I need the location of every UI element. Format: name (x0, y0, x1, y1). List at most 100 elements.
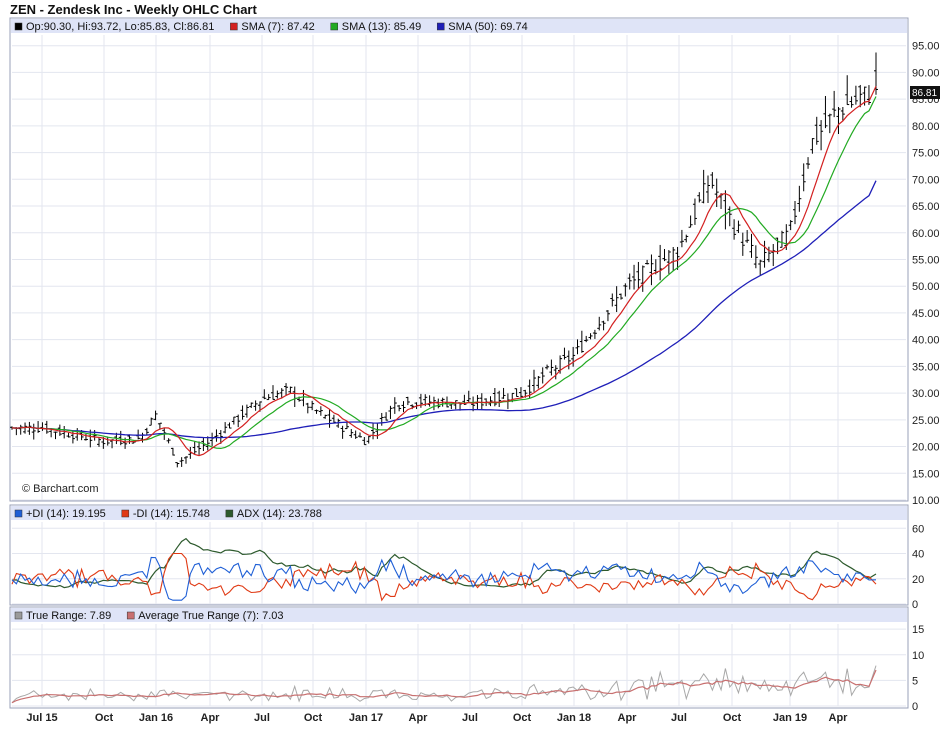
legend-label: True Range: 7.89 (26, 610, 111, 622)
ohlc-bar (318, 406, 323, 416)
sma-50-line (11, 180, 877, 439)
y-tick-label: 20 (912, 574, 924, 586)
ohlc-bar (175, 462, 180, 468)
ohlc-bar (197, 441, 202, 455)
ohlc-bar (853, 85, 858, 105)
watermark: © Barchart.com (22, 483, 99, 495)
x-tick-label: Jan 19 (773, 712, 807, 724)
ohlc-bar (379, 412, 384, 426)
ohlc-bar (214, 429, 219, 442)
price-y-axis: 10.00 15.00 20.00 25.00 30.00 35.00 40.00 45.00… (912, 41, 940, 507)
sma-7-line (11, 85, 877, 457)
ohlc-bar (288, 386, 293, 394)
ohlc-bar (579, 330, 584, 353)
ohlc-bar (101, 437, 106, 449)
ohlc-bar (532, 369, 536, 392)
x-tick-label: Apr (409, 712, 429, 724)
legend-label: SMA (50): 69.74 (448, 21, 528, 33)
y-tick-label: 0 (912, 701, 918, 713)
ohlc-bar (836, 106, 841, 134)
ohlc-bar (619, 293, 623, 300)
ohlc-bar (349, 429, 354, 438)
x-tick-label: Apr (201, 712, 221, 724)
legend-label: Op:90.30, Hi:93.72, Lo:85.83, Cl:86.81 (26, 21, 214, 33)
ohlc-bar (675, 246, 680, 270)
ohlc-bar (614, 286, 619, 313)
ohlc-bar (636, 261, 641, 290)
ohlc-bar (53, 431, 58, 440)
legend-label: SMA (13): 85.49 (342, 21, 422, 33)
ohlc-bar (640, 265, 645, 292)
ohlc-bar (806, 157, 811, 169)
ohlc-bar (605, 310, 610, 322)
y-tick-label: 20.00 (912, 442, 940, 454)
ohlc-bar (323, 414, 328, 419)
ohlc-bar (566, 350, 571, 370)
ohlc-bar (662, 248, 667, 262)
legend-label: Average True Range (7): 7.03 (138, 610, 283, 622)
price-legend: Op:90.30, Hi:93.72, Lo:85.83, Cl:86.81 SM… (14, 21, 528, 33)
ohlc-bar (779, 230, 784, 248)
ohlc-bar (223, 422, 228, 434)
ohlc-bar (314, 409, 319, 414)
ohlc-bar (575, 339, 580, 355)
ohlc-bar (727, 206, 732, 227)
ohlc-bar (732, 219, 737, 240)
ohlc-bar (244, 404, 249, 418)
ohlc-bar (405, 396, 410, 406)
y-tick-label: 70.00 (912, 174, 940, 186)
ohlc-bar (353, 430, 358, 439)
ohlc-bar (688, 215, 693, 228)
ohlc-bar (762, 240, 767, 268)
ohlc-bar (227, 422, 232, 429)
ohlc-bar (253, 400, 258, 411)
y-tick-label: 5 (912, 675, 918, 687)
y-tick-label: 30.00 (912, 388, 940, 400)
x-tick-label: Jan 17 (349, 712, 383, 724)
ohlc-bar (271, 385, 275, 400)
x-tick-label: Jan 18 (557, 712, 591, 724)
ohlc-bars (10, 52, 878, 468)
legend-swatch (14, 509, 23, 518)
y-tick-label: 65.00 (912, 201, 940, 213)
ohlc-bar (249, 402, 254, 408)
ohlc-bar (27, 421, 32, 435)
ohlc-bar (453, 400, 458, 410)
ohlc-bar (205, 436, 210, 451)
ohlc-bar (231, 416, 236, 425)
x-tick-label: Jul (254, 712, 270, 724)
x-tick-label: Jul 15 (26, 712, 57, 724)
ohlc-bar (736, 220, 741, 233)
x-tick-label: Apr (829, 712, 849, 724)
ohlc-bar (514, 388, 519, 397)
y-tick-label: 75.00 (912, 148, 940, 160)
legend-swatch (230, 22, 238, 31)
ohlc-bar (240, 405, 245, 420)
legend-swatch (126, 611, 135, 620)
ohlc-bar (697, 192, 702, 203)
x-tick-label: Apr (618, 712, 638, 724)
ohlc-bar (601, 320, 606, 331)
sma-13-line (11, 96, 877, 450)
y-tick-label: 60.00 (912, 228, 940, 240)
x-tick-label: Jan 16 (139, 712, 173, 724)
y-tick-label: 45.00 (912, 308, 940, 320)
y-tick-label: 95.00 (912, 41, 940, 53)
x-tick-label: Jul (671, 712, 687, 724)
x-tick-label: Jul (462, 712, 478, 724)
ohlc-bar (384, 412, 389, 421)
ohlc-bar (788, 220, 793, 231)
ohlc-bar (331, 414, 336, 423)
ohlc-bar (797, 185, 802, 212)
ohlc-bar (192, 441, 197, 455)
ohlc-bar (562, 347, 567, 360)
ohlc-bar (666, 250, 671, 274)
ohlc-bar (144, 427, 149, 435)
legend-swatch (14, 22, 23, 31)
last-price-label: 86.81 (910, 86, 940, 99)
legend-swatch (14, 611, 23, 620)
ohlc-bar (540, 367, 545, 384)
ohlc-bar (679, 229, 684, 248)
ohlc-bar (549, 359, 554, 376)
